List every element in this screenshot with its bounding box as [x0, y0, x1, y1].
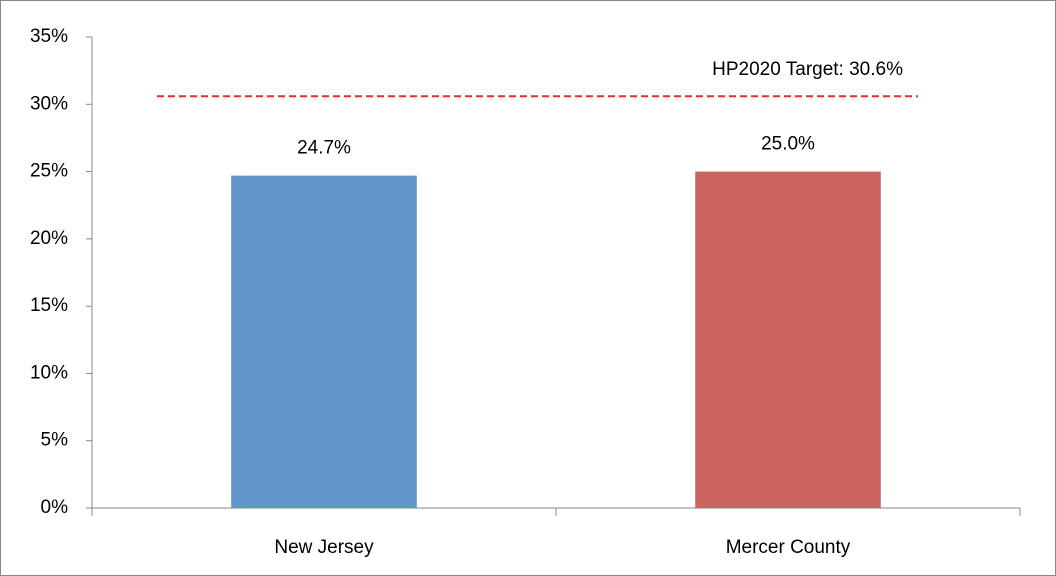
x-tick-label: Mercer County: [726, 537, 851, 558]
y-tick-label: 5%: [41, 430, 69, 451]
bar: [231, 175, 417, 508]
y-tick-label: 20%: [30, 228, 68, 249]
x-tick-label: New Jersey: [274, 537, 374, 558]
data-label: 24.7%: [297, 138, 351, 159]
y-tick-label: 15%: [30, 295, 68, 316]
bar: [695, 171, 881, 509]
y-tick-label: 35%: [30, 26, 68, 47]
y-tick-label: 10%: [30, 362, 68, 383]
y-tick-label: 25%: [30, 161, 68, 182]
y-tick-label: 30%: [30, 93, 68, 114]
data-label: 25.0%: [761, 134, 815, 155]
target-label: HP2020 Target: 30.6%: [712, 59, 903, 80]
y-tick-label: 0%: [41, 497, 69, 518]
